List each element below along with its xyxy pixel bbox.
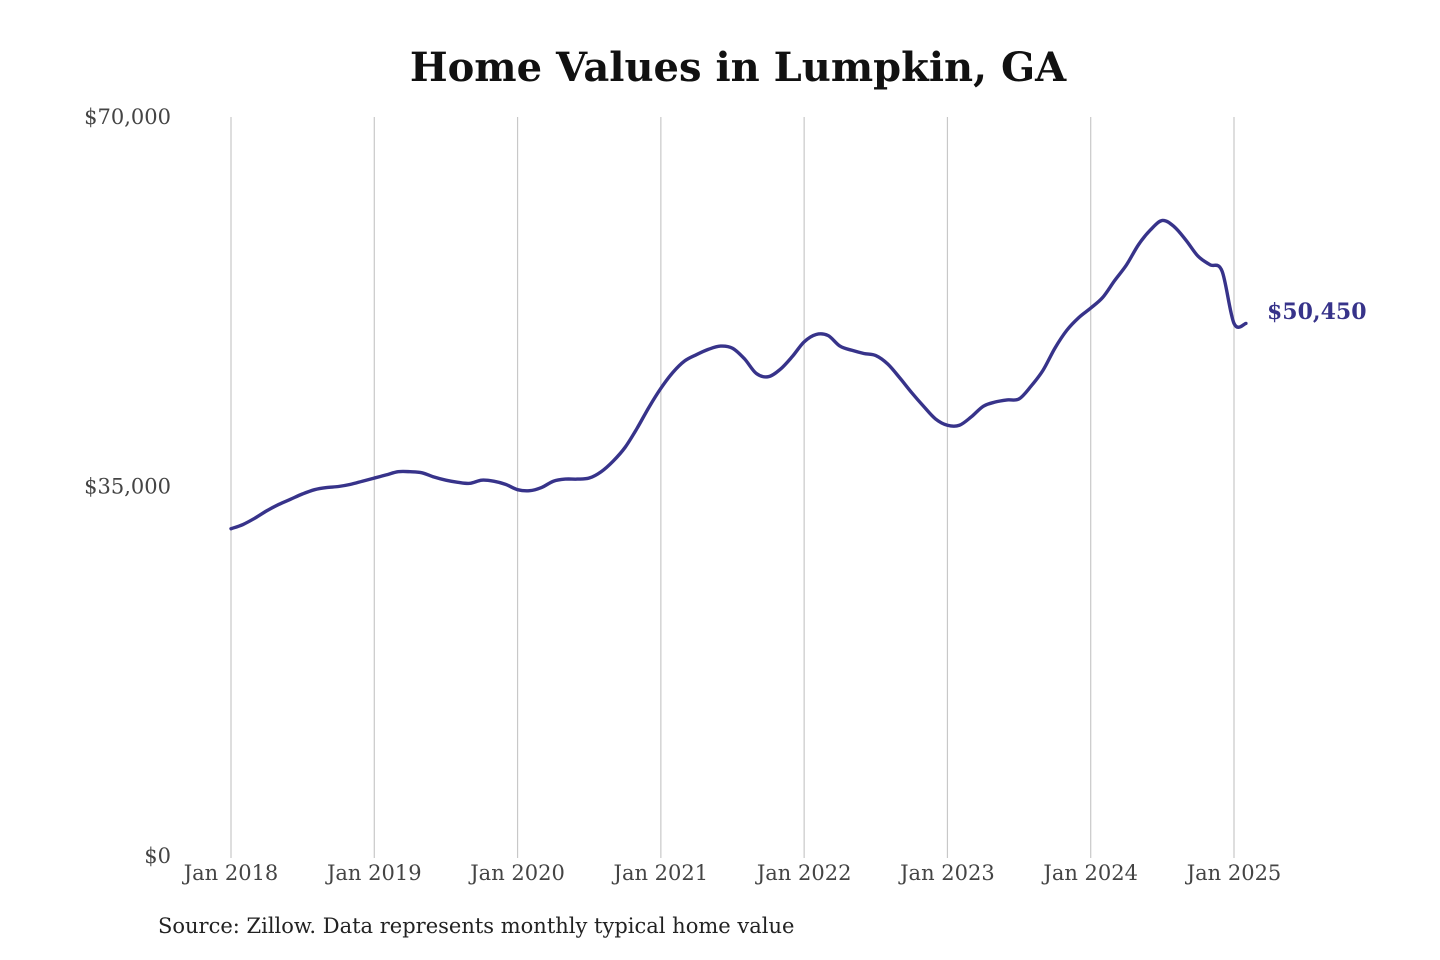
series-line bbox=[229, 218, 1248, 531]
x-tick-label: Jan 2021 bbox=[612, 861, 709, 885]
x-tick-label: Jan 2025 bbox=[1185, 861, 1282, 885]
y-tick-label: $0 bbox=[144, 844, 171, 868]
x-tick-label: Jan 2019 bbox=[325, 861, 422, 885]
gridlines bbox=[230, 117, 1235, 858]
x-axis-ticks: Jan 2018 Jan 2019 Jan 2020 Jan 2021 Jan 2022… bbox=[182, 861, 1282, 885]
y-tick-label: $70,000 bbox=[84, 105, 171, 129]
end-value-label: $50,450 bbox=[1267, 299, 1367, 325]
chart-title: Home Values in Lumpkin, GA bbox=[410, 44, 1067, 91]
x-tick-label: Jan 2018 bbox=[182, 861, 279, 885]
x-tick-label: Jan 2023 bbox=[898, 861, 995, 885]
x-tick-label: Jan 2024 bbox=[1041, 861, 1138, 885]
y-tick-label: $35,000 bbox=[84, 475, 171, 499]
x-tick-label: Jan 2020 bbox=[468, 861, 565, 885]
source-note: Source: Zillow. Data represents monthly … bbox=[158, 914, 795, 938]
series-line-group bbox=[229, 218, 1248, 531]
y-axis-ticks: $0 $35,000 $70,000 bbox=[84, 105, 171, 868]
x-tick-label: Jan 2022 bbox=[755, 861, 852, 885]
